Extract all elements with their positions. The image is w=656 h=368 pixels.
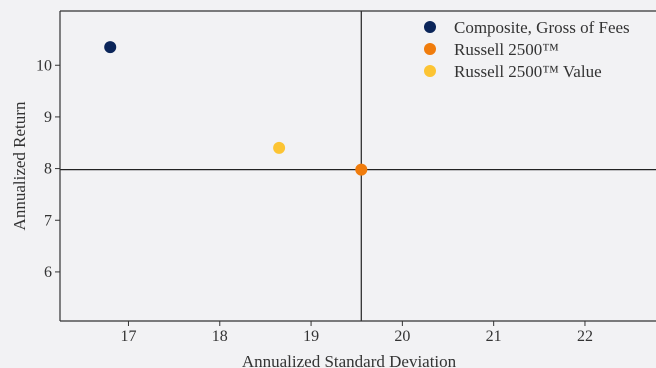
legend-marker bbox=[424, 65, 436, 77]
x-tick-label: 18 bbox=[212, 328, 228, 345]
legend-label: Russell 2500™ bbox=[454, 40, 559, 59]
x-axis: 17 18 19 20 21 22 bbox=[60, 10, 656, 345]
legend-label: Composite, Gross of Fees bbox=[454, 18, 630, 37]
x-tick-label: 17 bbox=[120, 328, 136, 345]
x-tick-label: 20 bbox=[394, 328, 410, 345]
legend-marker bbox=[424, 21, 436, 33]
y-tick-label: 7 bbox=[44, 212, 52, 229]
x-tick-label: 19 bbox=[303, 328, 319, 345]
y-tick-label: 9 bbox=[44, 109, 52, 126]
y-axis-title: Annualized Return bbox=[10, 101, 29, 230]
y-axis: 6 7 8 9 10 bbox=[36, 11, 61, 321]
x-tick-label: 22 bbox=[577, 328, 593, 345]
y-tick-label: 6 bbox=[44, 264, 52, 281]
data-point bbox=[355, 163, 368, 176]
data-point bbox=[104, 41, 117, 54]
legend-label: Russell 2500™ Value bbox=[454, 62, 602, 81]
x-axis-title: Annualized Standard Deviation bbox=[242, 352, 457, 368]
y-tick-label: 8 bbox=[44, 161, 52, 178]
x-tick-label: 21 bbox=[486, 328, 502, 345]
legend: Composite, Gross of Fees Russell 2500™ Rus… bbox=[424, 18, 630, 81]
data-point bbox=[273, 141, 286, 154]
data-points bbox=[104, 41, 368, 176]
legend-marker bbox=[424, 43, 436, 55]
y-tick-label: 10 bbox=[36, 57, 52, 74]
